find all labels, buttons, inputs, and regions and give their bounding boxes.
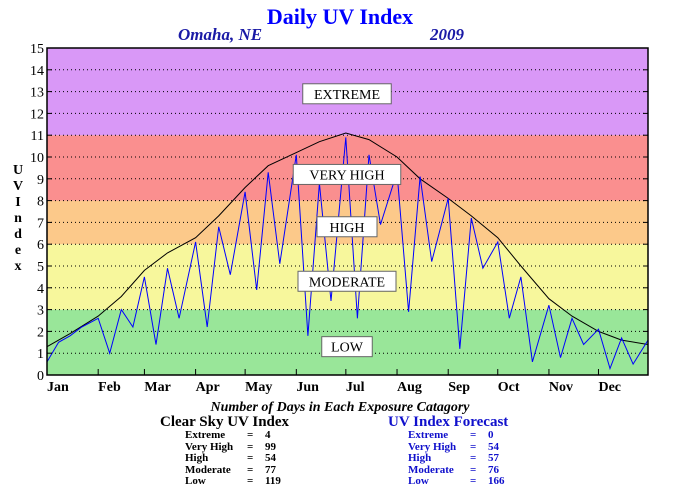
row-name: Moderate bbox=[408, 463, 454, 476]
row-name: High bbox=[408, 452, 432, 464]
y-tick-label: 10 bbox=[30, 151, 44, 166]
row-eq: = bbox=[470, 475, 477, 487]
row-name: Low bbox=[408, 475, 429, 487]
x-tick-label: Sep bbox=[448, 380, 470, 395]
x-tick-label: May bbox=[245, 380, 272, 395]
location-label: Omaha, NE bbox=[178, 25, 263, 44]
row-eq: = bbox=[247, 463, 254, 476]
clear-sky-row-low: Low = 119 bbox=[185, 475, 293, 488]
series-line-forecast bbox=[46, 137, 649, 371]
plot-frame bbox=[46, 47, 649, 376]
row-value: 54 bbox=[488, 440, 499, 453]
row-value: 166 bbox=[488, 475, 505, 487]
x-tick-label: Jan bbox=[47, 380, 69, 395]
band-label-very-high: VERY HIGH bbox=[309, 168, 384, 183]
band-label-box-low bbox=[321, 336, 373, 358]
x-tick-label: Nov bbox=[549, 380, 573, 395]
row-eq: = bbox=[470, 463, 477, 476]
row-name: Extreme bbox=[408, 429, 449, 441]
band-label-moderate: MODERATE bbox=[309, 275, 385, 290]
row-value: 119 bbox=[265, 475, 281, 487]
forecast-row-very-high: Very High = 54 bbox=[408, 440, 516, 454]
x-tick-label: Oct bbox=[498, 380, 520, 395]
y-tick-label: 4 bbox=[37, 282, 44, 297]
x-tick-label: Feb bbox=[98, 380, 121, 395]
y-tick-label: 3 bbox=[37, 304, 44, 319]
row-value: 99 bbox=[265, 440, 276, 453]
row-eq: = bbox=[247, 429, 254, 441]
forecast-row-extreme: Extreme = 0 bbox=[408, 429, 516, 442]
y-tick-label: 12 bbox=[30, 107, 44, 122]
band-label-box-moderate bbox=[297, 270, 397, 292]
row-name: Very High bbox=[185, 440, 234, 453]
y-tick-label: 8 bbox=[37, 195, 44, 210]
row-value: 54 bbox=[265, 452, 276, 464]
y-tick-label: 13 bbox=[30, 86, 44, 101]
y-tick-label: 1 bbox=[37, 347, 44, 362]
forecast-row-high: High = 57 bbox=[408, 452, 516, 465]
y-tick-label: 2 bbox=[37, 325, 44, 340]
forecast-title: UV Index Forecast bbox=[388, 414, 509, 430]
band-label-box-very-high bbox=[292, 163, 402, 185]
row-name: Extreme bbox=[185, 429, 226, 441]
row-name: High bbox=[185, 452, 209, 464]
x-tick-label: Aug bbox=[397, 380, 422, 395]
y-tick-label: 15 bbox=[30, 42, 44, 57]
row-value: 76 bbox=[488, 463, 499, 476]
y-tick-label: 7 bbox=[37, 216, 44, 231]
forecast-table: Extreme = 0 Very High = 54 High = 57 Moderate =… bbox=[408, 429, 516, 488]
clear-sky-row-moderate: Moderate = 77 bbox=[185, 463, 293, 477]
row-value: 77 bbox=[265, 463, 276, 476]
year-label: 2009 bbox=[430, 25, 464, 44]
row-value: 4 bbox=[265, 429, 271, 441]
forecast-row-low: Low = 166 bbox=[408, 475, 516, 488]
y-tick-label: 11 bbox=[31, 129, 44, 144]
y-tick-label: 6 bbox=[37, 238, 44, 253]
x-ticks: Jan Feb Mar Apr May Jun Jul Aug Sep Oct Nov Dec bbox=[46, 369, 621, 395]
exposure-caption: Number of Days in Each Exposure Catagory bbox=[210, 400, 470, 415]
forecast-row-moderate: Moderate = 76 bbox=[408, 463, 516, 477]
band-label-low: LOW bbox=[331, 341, 364, 356]
x-tick-label: Apr bbox=[196, 380, 220, 395]
y-tick-label: 14 bbox=[30, 64, 44, 79]
row-name: Very High bbox=[408, 440, 457, 453]
series-line-clear-sky bbox=[46, 132, 649, 348]
band-label-box-high bbox=[316, 216, 378, 238]
chart-title: Daily UV Index bbox=[266, 4, 414, 29]
x-tick-label: Dec bbox=[598, 380, 621, 395]
x-tick-label: Jul bbox=[346, 380, 365, 395]
band-label-box-extreme bbox=[302, 83, 392, 105]
clear-sky-title: Clear Sky UV Index bbox=[160, 414, 290, 430]
y-tick-label: 9 bbox=[37, 173, 44, 188]
row-name: Moderate bbox=[185, 463, 231, 476]
band-label-high: HIGH bbox=[330, 221, 365, 236]
band-label-extreme: EXTREME bbox=[314, 88, 380, 103]
y-tick-label: 5 bbox=[37, 260, 44, 275]
row-eq: = bbox=[247, 452, 254, 464]
row-value: 57 bbox=[488, 452, 499, 464]
row-eq: = bbox=[247, 440, 254, 453]
row-name: Low bbox=[185, 475, 206, 487]
band-labels: LOW MODERATE HIGH VERY HIGH EXTREME bbox=[292, 83, 402, 358]
row-eq: = bbox=[470, 429, 477, 441]
row-eq: = bbox=[470, 452, 477, 464]
y-axis-label: UV Index bbox=[12, 163, 24, 274]
clear-sky-table: Extreme = 4 Very High = 99 High = 54 Moderate =… bbox=[185, 429, 293, 488]
clear-sky-row-very-high: Very High = 99 bbox=[185, 440, 293, 454]
row-eq: = bbox=[247, 475, 254, 487]
clear-sky-row-extreme: Extreme = 4 bbox=[185, 429, 293, 442]
row-eq: = bbox=[470, 440, 477, 453]
x-tick-label: Mar bbox=[144, 380, 170, 395]
x-tick-label: Jun bbox=[296, 380, 319, 395]
row-value: 0 bbox=[488, 429, 494, 441]
series-lines bbox=[46, 132, 649, 371]
clear-sky-row-high: High = 54 bbox=[185, 452, 293, 465]
y-tick-label: 0 bbox=[37, 369, 44, 384]
